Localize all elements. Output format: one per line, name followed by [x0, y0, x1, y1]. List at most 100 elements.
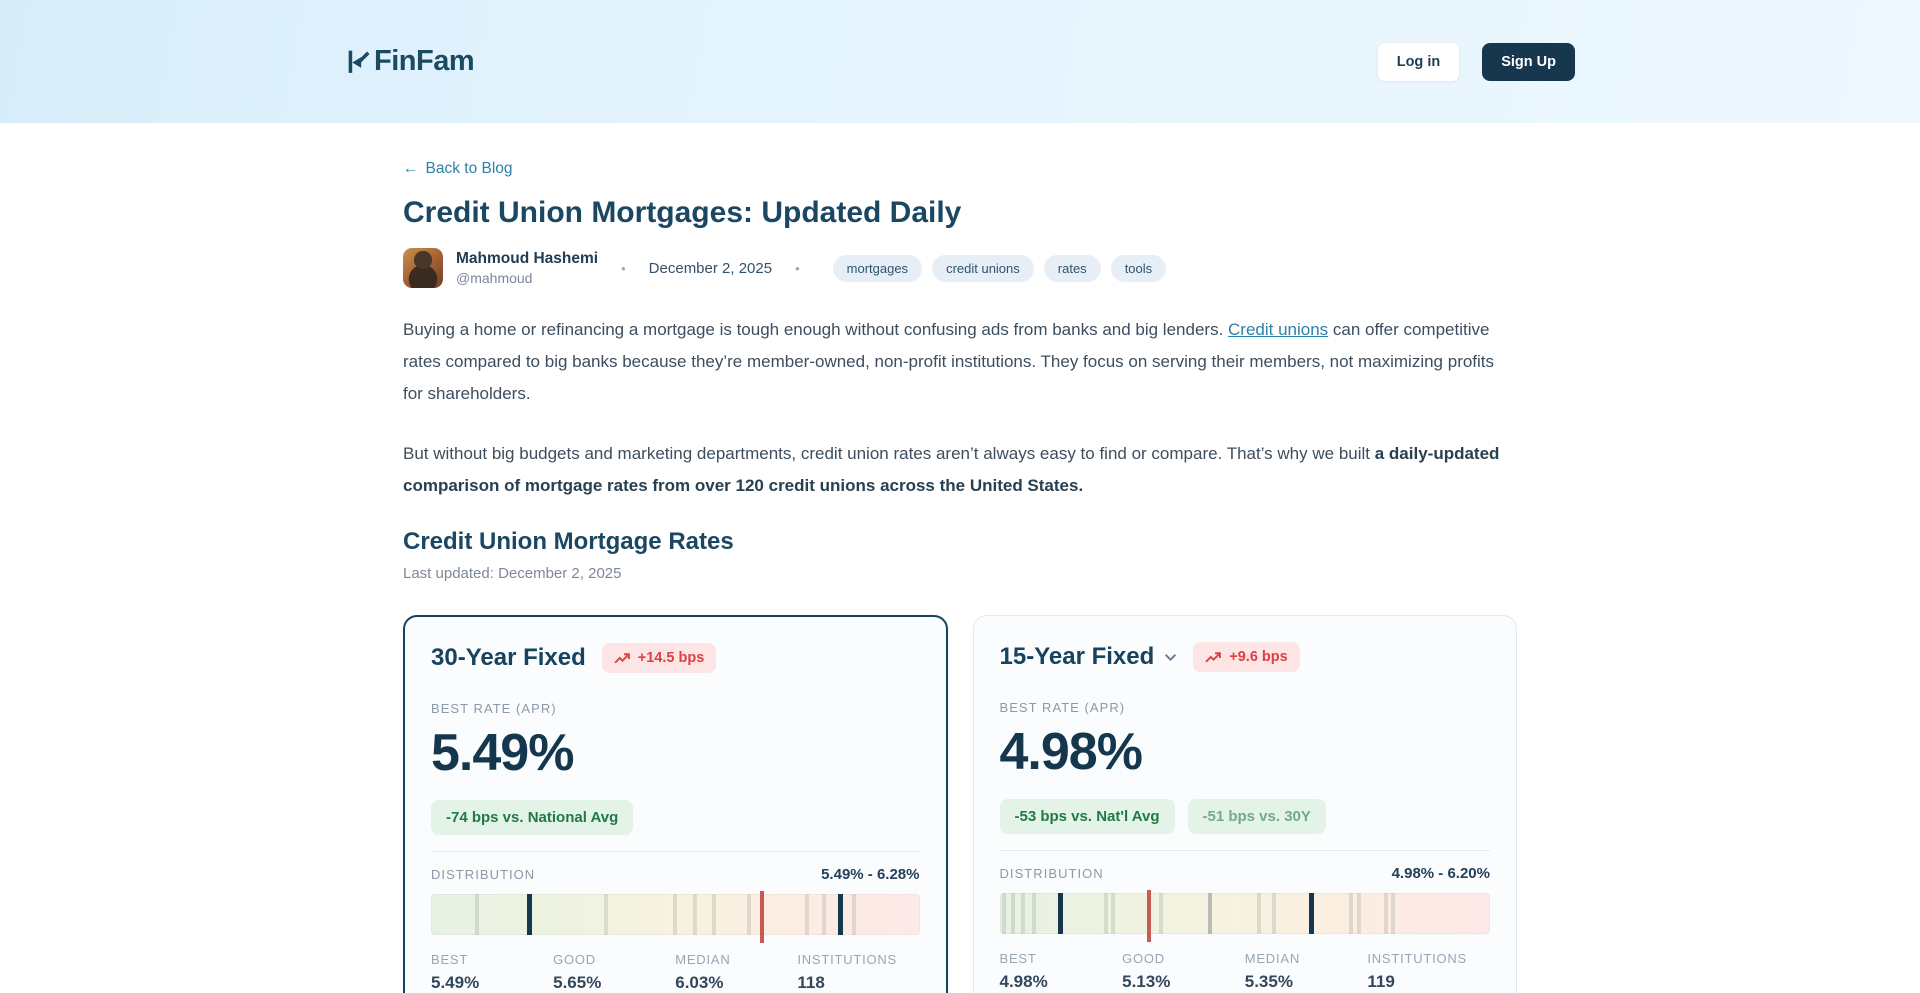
- page-title: Credit Union Mortgages: Updated Daily: [403, 196, 962, 229]
- second-text-bold: a daily-updated comparison of mortgage r…: [403, 444, 1500, 495]
- intro-text-cont: can offer competitive rates compared to …: [403, 320, 1495, 403]
- distribution-tick: [1349, 893, 1354, 934]
- chevron-down-icon[interactable]: [1164, 653, 1177, 662]
- back-link-label: Back to Blog: [425, 160, 513, 177]
- distribution-tick: [851, 894, 856, 935]
- tag-rates[interactable]: rates: [1043, 254, 1101, 282]
- distribution-tick: [1011, 893, 1016, 934]
- best-rate-value-30y: 5.49%: [431, 724, 574, 782]
- stat-value: 5.35%: [1244, 972, 1293, 991]
- post-date: December 2, 2025: [648, 259, 773, 277]
- card-title-15y: 15-Year Fixed: [999, 643, 1155, 670]
- stat-label: MEDIAN: [1244, 951, 1300, 966]
- stat-institutions: INSTITUTIONS 118: [797, 952, 919, 993]
- rate-card-30-year: 30-Year Fixed +14.5 bps BEST RATE (APR) …: [403, 615, 948, 993]
- stat-value: 5.13%: [1122, 972, 1171, 991]
- distribution-tick: [805, 894, 810, 935]
- login-button[interactable]: Log in: [1376, 41, 1461, 82]
- author-name: Mahmoud Hashemi: [456, 250, 599, 267]
- best-rate-label: BEST RATE (APR): [431, 701, 557, 716]
- distribution-tick: [475, 894, 480, 935]
- author-handle: @mahmoud: [456, 270, 533, 286]
- author-avatar: [403, 248, 443, 288]
- distribution-tick: [1308, 893, 1314, 934]
- distribution-tick: [837, 894, 843, 935]
- stat-label: INSTITUTIONS: [797, 952, 898, 967]
- distribution-tick: [822, 894, 827, 935]
- intro-paragraph: Buying a home or refinancing a mortgage …: [403, 314, 1517, 410]
- stats-row-15y: BEST 4.98% GOOD 5.13% MEDIAN 5.35% INSTI…: [1000, 951, 1491, 992]
- meta-separator-dot: •: [795, 260, 800, 276]
- distribution-tick: [1356, 893, 1361, 934]
- stat-institutions: INSTITUTIONS 119: [1367, 951, 1490, 992]
- distribution-tick: [603, 894, 608, 935]
- distribution-tick: [1002, 893, 1007, 934]
- distribution-tick: [1208, 893, 1213, 934]
- distribution-tick: [1111, 893, 1116, 934]
- trending-up-icon: [1205, 651, 1222, 664]
- stat-label: INSTITUTIONS: [1367, 951, 1468, 966]
- distribution-range-30y: 5.49% - 6.28%: [821, 866, 920, 883]
- distribution-label: DISTRIBUTION: [431, 867, 536, 882]
- card-title-toggle-15y[interactable]: 15-Year Fixed: [1000, 643, 1178, 671]
- logo-text: FinFam: [374, 45, 475, 77]
- distribution-tick: [1104, 893, 1109, 934]
- card-divider: [431, 851, 920, 852]
- meta-separator-dot: •: [621, 260, 626, 276]
- stat-value: 4.98%: [999, 972, 1048, 991]
- stat-value: 5.65%: [553, 973, 602, 992]
- distribution-tick: [1147, 890, 1152, 942]
- stat-best: BEST 5.49%: [431, 952, 553, 993]
- intro-text: Buying a home or refinancing a mortgage …: [403, 320, 1229, 339]
- distribution-tick: [692, 894, 697, 935]
- distribution-bar-15y: [999, 890, 1490, 942]
- stat-label: GOOD: [553, 952, 596, 967]
- distribution-tick: [746, 894, 751, 935]
- best-rate-value-15y: 4.98%: [999, 723, 1143, 781]
- distribution-tick: [1272, 893, 1277, 934]
- stat-median: MEDIAN 5.35%: [1245, 951, 1368, 992]
- distribution-tick: [712, 894, 717, 935]
- credit-unions-link[interactable]: Credit unions: [1228, 320, 1329, 339]
- signup-button[interactable]: Sign Up: [1482, 42, 1575, 81]
- arrow-to-bar-icon: [345, 46, 372, 77]
- card-divider: [999, 850, 1490, 851]
- stat-best: BEST 4.98%: [1000, 951, 1123, 992]
- distribution-tick: [1391, 893, 1396, 934]
- trend-value: +14.5 bps: [637, 650, 705, 666]
- back-to-blog-link[interactable]: ← Back to Blog: [403, 160, 513, 178]
- distribution-tick: [526, 894, 532, 935]
- best-rate-label: BEST RATE (APR): [999, 700, 1126, 715]
- tag-credit-unions[interactable]: credit unions: [932, 254, 1034, 282]
- second-paragraph: But without big budgets and marketing de…: [403, 438, 1517, 502]
- stat-label: BEST: [999, 951, 1037, 966]
- stat-median: MEDIAN 6.03%: [675, 952, 797, 993]
- stat-good: GOOD 5.13%: [1122, 951, 1245, 992]
- section-heading: Credit Union Mortgage Rates: [403, 528, 734, 555]
- distribution-tick: [1031, 893, 1036, 934]
- distribution-tick: [1256, 893, 1261, 934]
- trend-badge-15y: +9.6 bps: [1193, 642, 1300, 672]
- tag-list: mortgages credit unions rates tools: [832, 254, 1167, 282]
- trend-value: +9.6 bps: [1229, 649, 1288, 665]
- trend-badge-30y: +14.5 bps: [601, 643, 717, 673]
- trending-up-icon: [614, 652, 631, 665]
- tag-mortgages[interactable]: mortgages: [832, 254, 923, 282]
- distribution-tick: [1159, 893, 1164, 934]
- finfam-logo[interactable]: FinFam: [345, 45, 475, 78]
- distribution-tick: [1021, 893, 1026, 934]
- author-row: Mahmoud Hashemi @mahmoud • December 2, 2…: [403, 248, 1517, 288]
- last-updated-text: Last updated: December 2, 2025: [403, 565, 622, 582]
- distribution-label: DISTRIBUTION: [999, 866, 1104, 881]
- card-title-30y: 30-Year Fixed: [431, 644, 586, 671]
- stat-value: 119: [1367, 972, 1395, 991]
- stat-label: GOOD: [1122, 951, 1165, 966]
- stat-label: MEDIAN: [675, 952, 731, 967]
- tag-tools[interactable]: tools: [1110, 254, 1167, 282]
- rate-card-15-year: 15-Year Fixed +9.6 bps: [972, 615, 1517, 993]
- rate-cards: 30-Year Fixed +14.5 bps BEST RATE (APR) …: [403, 615, 1517, 993]
- vs-national-pill: -74 bps vs. National Avg: [431, 800, 634, 835]
- stats-row-30y: BEST 5.49% GOOD 5.65% MEDIAN 6.03% INSTI…: [431, 952, 920, 993]
- article-main: ← Back to Blog Credit Union Mortgages: U…: [403, 123, 1517, 993]
- vs-30y-pill: -51 bps vs. 30Y: [1187, 799, 1326, 834]
